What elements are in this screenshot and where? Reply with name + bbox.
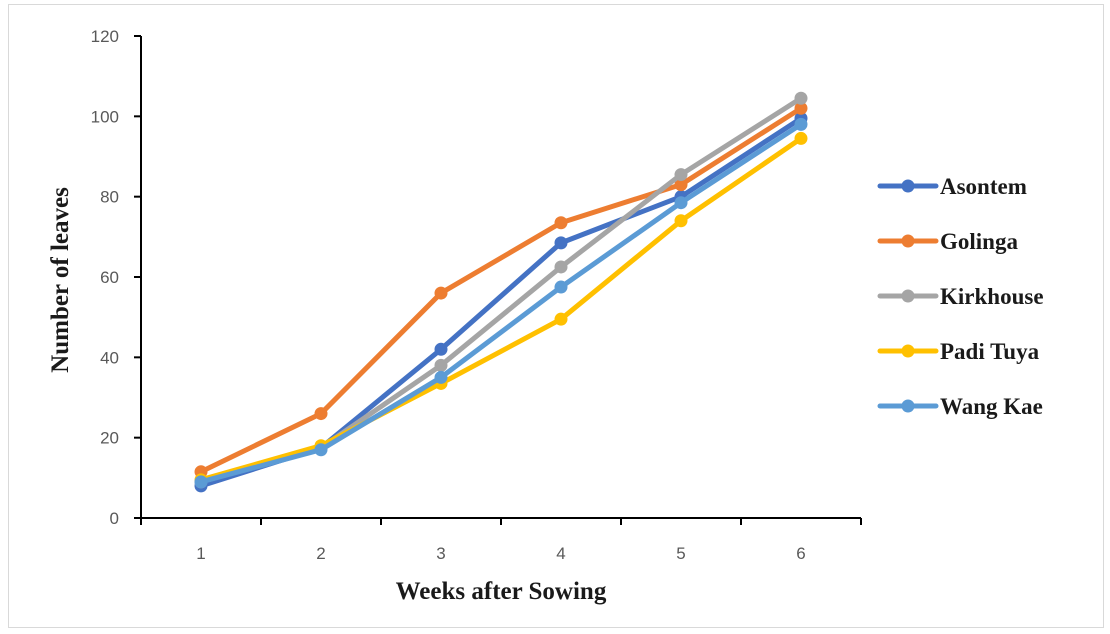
y-tick-label: 120	[91, 27, 119, 46]
series-line-golinga	[198, 105, 804, 475]
y-tick-label: 80	[100, 188, 119, 207]
series-line-kirkhouse	[198, 95, 804, 485]
series-asontem	[194, 111, 808, 493]
x-tick-label: 3	[436, 544, 445, 563]
data-point-kirkhouse	[434, 358, 448, 372]
x-tick-label: 6	[796, 544, 805, 563]
x-tick-label: 4	[556, 544, 565, 563]
data-point-golinga	[554, 216, 568, 230]
legend-swatch-marker	[901, 399, 915, 413]
legend-label: Asontem	[940, 174, 1027, 199]
data-point-kirkhouse	[554, 260, 568, 274]
data-point-wang-kae	[554, 280, 568, 294]
data-point-golinga	[674, 178, 688, 192]
data-point-kirkhouse	[674, 168, 688, 182]
legend-item-wang-kae: Wang Kae	[877, 394, 1043, 419]
data-point-golinga	[434, 286, 448, 300]
data-point-wang-kae	[314, 443, 328, 457]
y-axis-ticks: 0 20 40 60 80 100 120	[91, 27, 141, 528]
chart-legend: Asontem Golinga Kirkhouse Padi Tuya Wang Kae	[877, 174, 1044, 419]
series-golinga	[194, 101, 808, 479]
data-point-golinga	[794, 101, 808, 115]
legend-item-asontem: Asontem	[877, 174, 1027, 199]
data-point-asontem	[554, 236, 568, 250]
series-padi-tuya	[194, 131, 808, 487]
y-tick-label: 0	[110, 509, 119, 528]
data-point-golinga	[314, 407, 328, 421]
data-point-wang-kae	[674, 196, 688, 210]
data-point-padi-tuya	[554, 312, 568, 326]
y-tick-label: 100	[91, 107, 119, 126]
legend-label: Padi Tuya	[940, 339, 1040, 364]
legend-item-padi-tuya: Padi Tuya	[877, 339, 1040, 364]
legend-label: Golinga	[940, 229, 1018, 254]
legend-item-kirkhouse: Kirkhouse	[877, 284, 1044, 309]
x-tick-label: 2	[316, 544, 325, 563]
x-axis-title: Weeks after Sowing	[396, 578, 607, 605]
legend-swatch-marker	[901, 344, 915, 358]
y-tick-label: 20	[100, 429, 119, 448]
series-wang-kae	[194, 117, 808, 489]
series-layer	[194, 91, 808, 493]
data-point-asontem	[434, 342, 448, 356]
data-point-padi-tuya	[674, 214, 688, 228]
x-tick-label: 1	[196, 544, 205, 563]
data-point-wang-kae	[194, 475, 208, 489]
legend-swatch-marker	[901, 289, 915, 303]
y-tick-label: 60	[100, 268, 119, 287]
data-point-padi-tuya	[794, 131, 808, 145]
legend-label: Wang Kae	[940, 394, 1043, 419]
series-line-wang-kae	[198, 121, 804, 485]
x-axis-ticks: 1 2 3 4 5 6	[140, 518, 862, 563]
data-point-wang-kae	[434, 370, 448, 384]
y-tick-label: 40	[100, 348, 119, 367]
series-line-padi-tuya	[198, 135, 804, 483]
data-point-kirkhouse	[794, 91, 808, 105]
legend-label: Kirkhouse	[940, 284, 1044, 309]
y-axis-title: Number of leaves	[47, 187, 74, 373]
data-point-wang-kae	[794, 117, 808, 131]
legend-swatch-marker	[901, 234, 915, 248]
legend-swatch-marker	[901, 179, 915, 193]
legend-item-golinga: Golinga	[877, 229, 1018, 254]
x-tick-label: 5	[676, 544, 685, 563]
